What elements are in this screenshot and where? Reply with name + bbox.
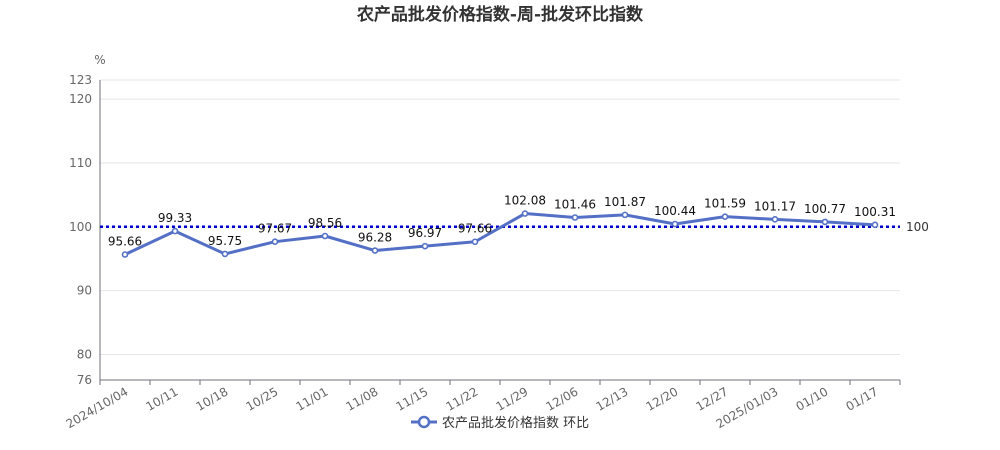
data-label: 100.77 [804, 202, 846, 216]
data-point[interactable] [571, 214, 579, 221]
data-label: 96.28 [358, 231, 392, 245]
x-tick-label: 10/25 [244, 384, 281, 413]
x-tick-label: 2024/10/04 [64, 384, 131, 431]
reference-line-group: 100 [100, 220, 929, 234]
y-tick-label: 110 [69, 156, 92, 170]
data-label: 100.44 [654, 204, 696, 218]
data-point[interactable] [271, 238, 279, 245]
grid-lines [100, 79, 900, 355]
data-point[interactable] [771, 216, 779, 223]
x-tick-label: 11/15 [394, 384, 431, 413]
data-point[interactable] [721, 213, 729, 220]
data-point[interactable] [321, 232, 329, 240]
x-tick-label: 12/13 [594, 384, 631, 413]
x-tick-label: 10/11 [144, 384, 181, 413]
data-label: 96.97 [408, 226, 442, 240]
data-label: 101.17 [754, 199, 796, 213]
x-tick-label: 10/18 [194, 384, 231, 413]
y-tick-label: 100 [69, 220, 92, 234]
data-point[interactable] [221, 250, 229, 258]
legend-marker-icon [417, 415, 431, 429]
data-label: 99.33 [158, 211, 192, 225]
data-labels: 95.66 99.33 95.75 97.67 98.56 96.28 96.97 97.66… [108, 194, 896, 249]
data-point[interactable] [871, 221, 879, 229]
y-tick-label: 76 [77, 373, 92, 387]
x-tick-label: 11/01 [294, 384, 331, 413]
data-label: 98.56 [308, 216, 342, 230]
series-line [124, 212, 876, 256]
data-label: 100.31 [854, 205, 896, 219]
legend-label: 农产品批发价格指数 环比 [442, 415, 589, 431]
y-axis-unit: % [94, 53, 105, 67]
data-point[interactable] [621, 211, 629, 219]
data-point[interactable] [671, 220, 679, 228]
x-tick-label: 01/10 [794, 384, 831, 413]
x-tick-label: 12/27 [694, 384, 731, 413]
x-tick-label: 11/29 [494, 384, 531, 413]
x-tick-label: 11/08 [344, 384, 381, 413]
y-tick-label: 80 [77, 347, 92, 361]
data-label: 95.66 [108, 235, 142, 249]
x-tick-label: 12/06 [544, 384, 581, 413]
data-point[interactable] [171, 227, 179, 235]
y-tick-label: 123 [69, 73, 92, 87]
data-point[interactable] [471, 238, 479, 246]
data-point[interactable] [521, 210, 529, 217]
x-tick-label: 01/17 [844, 384, 881, 413]
data-point[interactable] [121, 251, 129, 258]
data-label: 101.59 [704, 197, 746, 211]
legend[interactable]: 农产品批发价格指数 环比 [411, 415, 589, 431]
data-label: 97.67 [258, 222, 292, 236]
data-point[interactable] [371, 247, 379, 254]
x-tick-label: 12/20 [644, 384, 681, 413]
reference-line-label: 100 [906, 220, 929, 234]
series-group [121, 210, 879, 258]
data-label: 101.46 [554, 197, 596, 211]
data-point[interactable] [821, 218, 829, 226]
data-point[interactable] [421, 242, 429, 250]
data-label: 97.66 [458, 222, 492, 236]
y-tick-label: 90 [77, 284, 92, 298]
data-label: 102.08 [504, 194, 546, 208]
chart-title: 农产品批发价格指数-周-批发环比指数 [356, 4, 644, 25]
y-tick-label: 120 [69, 92, 92, 106]
data-label: 101.87 [604, 195, 646, 209]
data-label: 95.75 [208, 234, 242, 248]
x-tick-label: 11/22 [444, 384, 481, 413]
axes: 76 80 90 100 110 120 123 2024/10/04 10/11 10/18 10… [64, 73, 901, 431]
